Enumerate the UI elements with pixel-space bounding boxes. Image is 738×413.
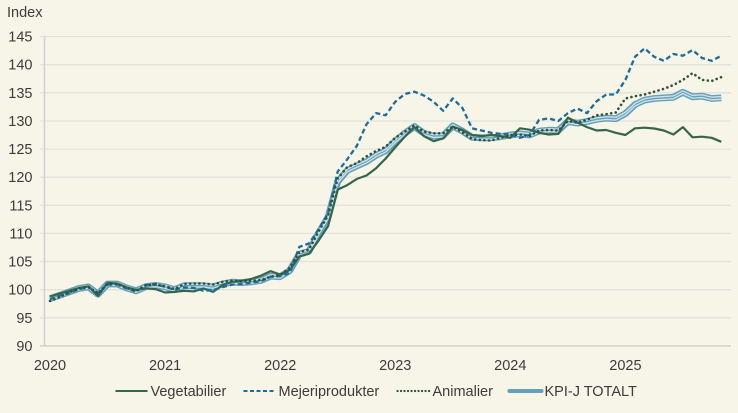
svg-text:Mejeriprodukter: Mejeriprodukter [279,384,380,400]
svg-text:130: 130 [8,114,32,130]
svg-text:2025: 2025 [609,358,641,374]
svg-text:2022: 2022 [264,358,296,374]
svg-text:140: 140 [8,58,32,74]
svg-text:115: 115 [9,198,32,214]
svg-text:90: 90 [16,339,32,355]
svg-text:2021: 2021 [149,358,181,374]
svg-text:145: 145 [8,30,32,46]
svg-text:125: 125 [8,142,32,158]
svg-text:KPI-J TOTALT: KPI-J TOTALT [545,384,638,400]
svg-text:105: 105 [8,255,32,271]
svg-text:2020: 2020 [34,358,66,374]
svg-text:Vegetabilier: Vegetabilier [151,384,227,400]
svg-text:Index: Index [7,5,43,21]
svg-text:2024: 2024 [494,358,526,374]
svg-text:100: 100 [8,283,32,299]
svg-text:110: 110 [9,226,32,242]
svg-text:120: 120 [8,170,32,186]
svg-text:95: 95 [16,311,32,327]
svg-text:135: 135 [8,86,32,102]
svg-text:Animalier: Animalier [433,384,494,400]
svg-text:2023: 2023 [379,358,411,374]
